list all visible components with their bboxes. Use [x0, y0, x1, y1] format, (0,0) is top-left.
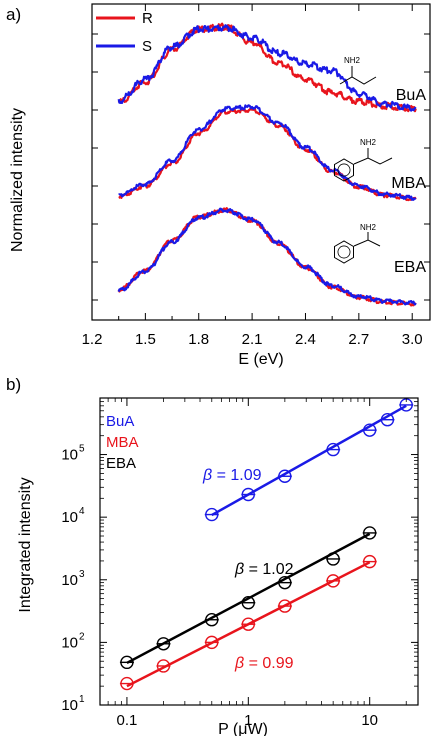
y-tick-label: 10 — [61, 697, 78, 714]
molecule-bua-chain — [339, 76, 377, 85]
beta-value: = 0.99 — [244, 655, 293, 672]
y-tick-exponent: 3 — [79, 569, 85, 580]
panel-a-y-ticks — [92, 33, 430, 301]
aromatic-circle — [337, 245, 351, 259]
data-point-eba — [119, 655, 134, 670]
data-point-bua — [241, 487, 256, 502]
molecule-eba-chain — [353, 239, 381, 247]
legend-label-s: S — [142, 38, 152, 55]
y-tick-label: 10 — [61, 509, 78, 526]
data-point-mba — [326, 574, 341, 588]
aromatic-circle — [337, 163, 351, 177]
y-tick-exponent: 2 — [79, 631, 85, 642]
panel-a-legend: R S — [96, 10, 153, 55]
panel-b-plot-area — [119, 398, 414, 691]
panel-a-x-axis-label: E (eV) — [238, 351, 283, 368]
sample-label-mba: MBA — [391, 175, 426, 192]
data-point-bua — [277, 469, 292, 483]
legend-entry-mba: MBA — [106, 434, 139, 451]
fit-line-eba — [126, 532, 371, 665]
trace-mba-r — [118, 107, 417, 202]
beta-annotation-mba: β = 0.99 — [234, 655, 294, 672]
data-point-eba — [362, 526, 377, 540]
panel-a-curves — [117, 22, 417, 307]
y-tick-exponent: 4 — [79, 506, 85, 517]
x-tick-label: 3.0 — [402, 331, 423, 348]
sample-label-eba: EBA — [394, 259, 426, 276]
x-tick-label: 1 — [244, 712, 252, 729]
data-point-eba — [277, 575, 292, 590]
panel-a-x-ticks: 1.2 1.5 1.8 2.1 2.4 2.7 3.0 — [82, 4, 423, 348]
data-point-bua — [204, 507, 219, 522]
beta-value: = 1.02 — [244, 561, 293, 578]
data-point-bua — [380, 413, 395, 427]
legend-entry-bua: BuA — [106, 413, 134, 430]
panel-b-plot-frame — [99, 397, 419, 706]
benzene-ring — [334, 240, 354, 264]
panel-a: a) Normalized intensity NH2 NH2 NH2 BuA MBA… — [6, 3, 431, 368]
beta-symbol: β — [234, 655, 244, 672]
x-tick-label: 1.5 — [135, 331, 156, 348]
molecule-nh2-label: NH2 — [360, 138, 377, 147]
sample-label-bua: BuA — [396, 87, 427, 104]
y-tick-exponent: 5 — [79, 444, 85, 455]
beta-symbol: β — [234, 561, 244, 578]
y-tick-label: 10 — [61, 634, 78, 651]
data-point-eba — [241, 596, 256, 610]
trace-bua-s — [117, 207, 417, 306]
panel-a-plot-frame — [91, 3, 431, 321]
beta-symbol: β — [202, 467, 212, 484]
x-tick-label: 2.7 — [348, 331, 369, 348]
molecule-nh2-label: NH2 — [344, 56, 361, 65]
x-tick-label: 2.1 — [242, 331, 263, 348]
y-tick-label: 10 — [61, 572, 78, 589]
trace-eba-s — [117, 24, 417, 112]
beta-annotation-eba: β = 1.02 — [234, 561, 294, 578]
panel-a-y-axis-label: Normalized intensity — [9, 108, 26, 252]
data-point-bua — [326, 442, 341, 457]
panel-a-sample-labels: BuA MBA EBA — [391, 87, 426, 276]
panel-b-y-axis-label: Integrated intensity — [17, 477, 34, 612]
trace-mba-s — [118, 104, 417, 201]
panel-b-legend: BuA MBA EBA — [106, 413, 139, 472]
x-tick-label: 1.2 — [82, 331, 103, 348]
legend-label-r: R — [142, 10, 153, 27]
x-tick-label: 10 — [361, 712, 378, 729]
data-point-mba — [156, 659, 171, 673]
y-tick-label: 10 — [61, 447, 78, 464]
beta-annotation-bua: β = 1.09 — [202, 467, 262, 484]
molecule-mba-chain — [353, 157, 393, 165]
panel-a-molecules: NH2 NH2 NH2 — [334, 56, 393, 264]
legend-entry-eba: EBA — [106, 455, 136, 472]
fit-line-bua — [211, 404, 407, 517]
panel-b-label: b) — [6, 375, 21, 394]
data-point-eba — [326, 552, 341, 566]
panel-b-x-ticks: 0.1 1 10 — [107, 398, 407, 729]
x-tick-label: 2.4 — [295, 331, 316, 348]
data-point-mba — [204, 635, 219, 650]
data-point-mba — [241, 617, 256, 631]
panel-a-label: a) — [6, 5, 21, 24]
x-tick-label: 0.1 — [116, 712, 137, 729]
trace-eba-r — [117, 22, 417, 113]
y-tick-exponent: 1 — [79, 694, 85, 705]
benzene-ring — [334, 158, 354, 182]
data-point-mba — [277, 599, 292, 613]
data-point-bua — [362, 423, 377, 437]
panel-b-beta-annotations: β = 1.09β = 1.02β = 0.99 — [202, 467, 294, 672]
data-point-eba — [156, 637, 171, 651]
x-tick-label: 1.8 — [188, 331, 209, 348]
molecule-nh2-label: NH2 — [360, 223, 377, 232]
beta-value: = 1.09 — [212, 467, 261, 484]
panel-b-x-axis-label: P (μW) — [218, 721, 268, 736]
data-point-mba — [362, 554, 377, 569]
data-point-eba — [204, 613, 219, 627]
data-point-mba — [119, 676, 134, 691]
